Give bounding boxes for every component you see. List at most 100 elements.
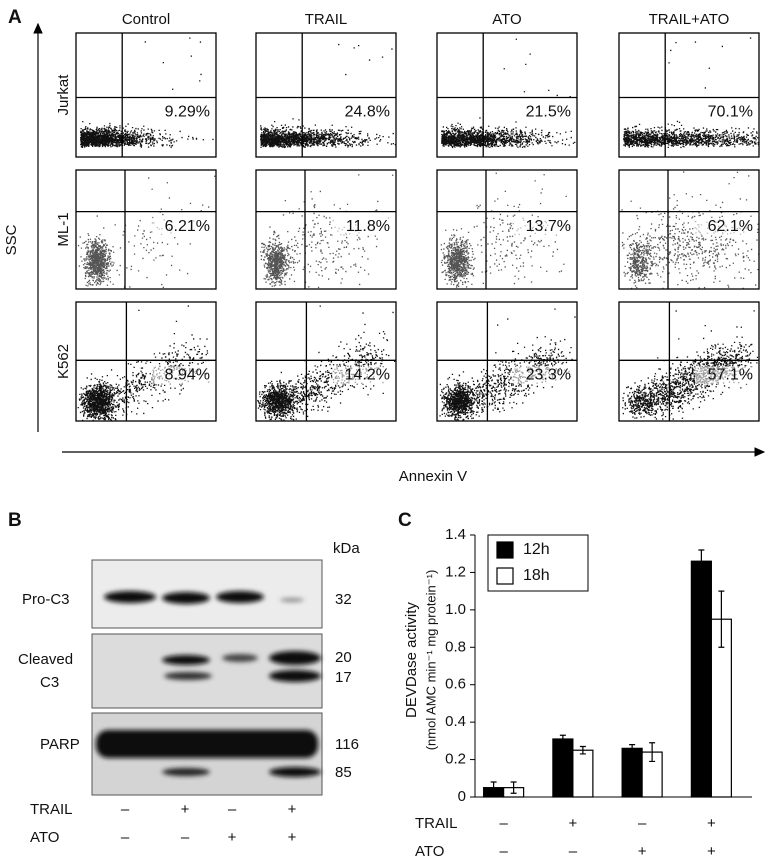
axis-label: SSC <box>3 224 20 255</box>
error-bar <box>649 742 656 763</box>
row-label: K562 <box>55 344 72 379</box>
y-tick-label: 0.4 <box>445 713 466 730</box>
panel-label: B <box>8 510 22 531</box>
event-dots <box>439 308 576 422</box>
y-tick-label: 0.6 <box>445 676 466 693</box>
treatment-sign: – <box>121 829 130 846</box>
label-bg <box>695 217 755 236</box>
marker: 20 <box>335 649 352 666</box>
percentage: 14.2% <box>345 367 390 384</box>
event-dots <box>257 305 396 421</box>
marker: 85 <box>335 764 352 781</box>
event-dots <box>441 38 576 149</box>
plot-frame <box>618 32 760 158</box>
event-dots <box>77 305 210 422</box>
label-bg <box>332 366 392 385</box>
treatment-sign: – <box>569 843 578 860</box>
label-bg <box>332 217 392 236</box>
event-dots <box>623 37 760 149</box>
treatment-sign: + <box>228 829 237 846</box>
label-bg <box>152 103 212 122</box>
marker: 17 <box>335 669 352 686</box>
bar <box>552 738 574 798</box>
treatment-sign: + <box>288 829 297 846</box>
event-dots <box>77 175 216 288</box>
y-tick-label: 0.2 <box>445 751 466 768</box>
label-bg <box>152 366 212 385</box>
error-bar <box>718 590 725 648</box>
label-bg <box>695 366 755 385</box>
panel-label: C <box>398 510 412 531</box>
event-dots <box>80 37 214 148</box>
y-tick-label: 0.8 <box>445 638 466 655</box>
blot-label: Cleaved <box>18 651 73 668</box>
label-bg <box>152 217 212 236</box>
treatment-sign: + <box>638 843 647 860</box>
row-label: Jurkat <box>55 74 72 116</box>
percentage: 6.21% <box>165 218 210 235</box>
column-header: TRAIL <box>305 11 348 28</box>
plot-frame <box>255 32 397 158</box>
error-bar <box>490 781 497 794</box>
treatment-sign: + <box>707 815 716 832</box>
treatment-name: TRAIL <box>30 801 73 818</box>
plot-frame <box>75 32 217 158</box>
plot-frame <box>618 169 760 290</box>
blot-label: Pro-C3 <box>22 591 70 608</box>
label-bg <box>513 103 573 122</box>
legend-label: 18h <box>523 567 550 584</box>
column-header: Control <box>122 11 170 28</box>
treatment-sign: – <box>121 801 130 818</box>
treatment-sign: – <box>638 815 647 832</box>
treatment-sign: + <box>707 843 716 860</box>
bar <box>690 560 712 798</box>
treatment-name: ATO <box>30 829 59 846</box>
plot-frame <box>436 169 578 290</box>
treatment-sign: + <box>568 815 577 832</box>
percentage: 21.5% <box>526 104 571 121</box>
plot-frame <box>436 301 578 422</box>
bands <box>96 591 321 777</box>
row-label: ML-1 <box>55 212 72 246</box>
panel-label: A <box>8 7 22 28</box>
plot-frame <box>75 169 217 290</box>
label-bg <box>513 217 573 236</box>
column-header: ATO <box>492 11 521 28</box>
marker: 32 <box>335 591 352 608</box>
percentage: 13.7% <box>526 218 571 235</box>
plot-frame <box>436 32 578 158</box>
treatment-sign: – <box>181 829 190 846</box>
treatment-sign: – <box>228 801 237 818</box>
error-bar <box>629 744 636 753</box>
percentage: 62.1% <box>708 218 753 235</box>
column-header: TRAIL+ATO <box>649 11 730 28</box>
marker: 116 <box>335 736 359 753</box>
y-tick-label: 1.4 <box>445 526 466 543</box>
treatment-sign: – <box>499 815 508 832</box>
plot-frame <box>75 301 217 422</box>
treatment-name: TRAIL <box>415 815 458 832</box>
treatment-sign: – <box>499 843 508 860</box>
legend-swatch <box>496 567 514 585</box>
axis-label: DEVDase activity <box>403 602 420 718</box>
label-bg <box>513 366 573 385</box>
legend-swatch <box>496 541 514 559</box>
percentage: 9.29% <box>165 104 210 121</box>
y-tick-label: 1.2 <box>445 563 466 580</box>
label-bg <box>332 103 392 122</box>
bar <box>621 747 643 798</box>
y-tick-label: 1.0 <box>445 601 466 618</box>
error-bar <box>698 549 705 574</box>
plot-frame <box>618 301 760 422</box>
label-bg <box>695 103 755 122</box>
error-bar <box>579 745 586 755</box>
percentage: 8.94% <box>165 367 210 384</box>
y-tick-label: 0 <box>458 788 466 805</box>
bar <box>572 749 594 798</box>
treatment-sign: + <box>288 801 297 818</box>
plot-frame <box>255 169 397 290</box>
percentage: 57.1% <box>708 367 753 384</box>
percentage: 70.1% <box>708 104 753 121</box>
axis-label: (nmol AMC min⁻¹ mg protein⁻¹) <box>423 570 438 751</box>
